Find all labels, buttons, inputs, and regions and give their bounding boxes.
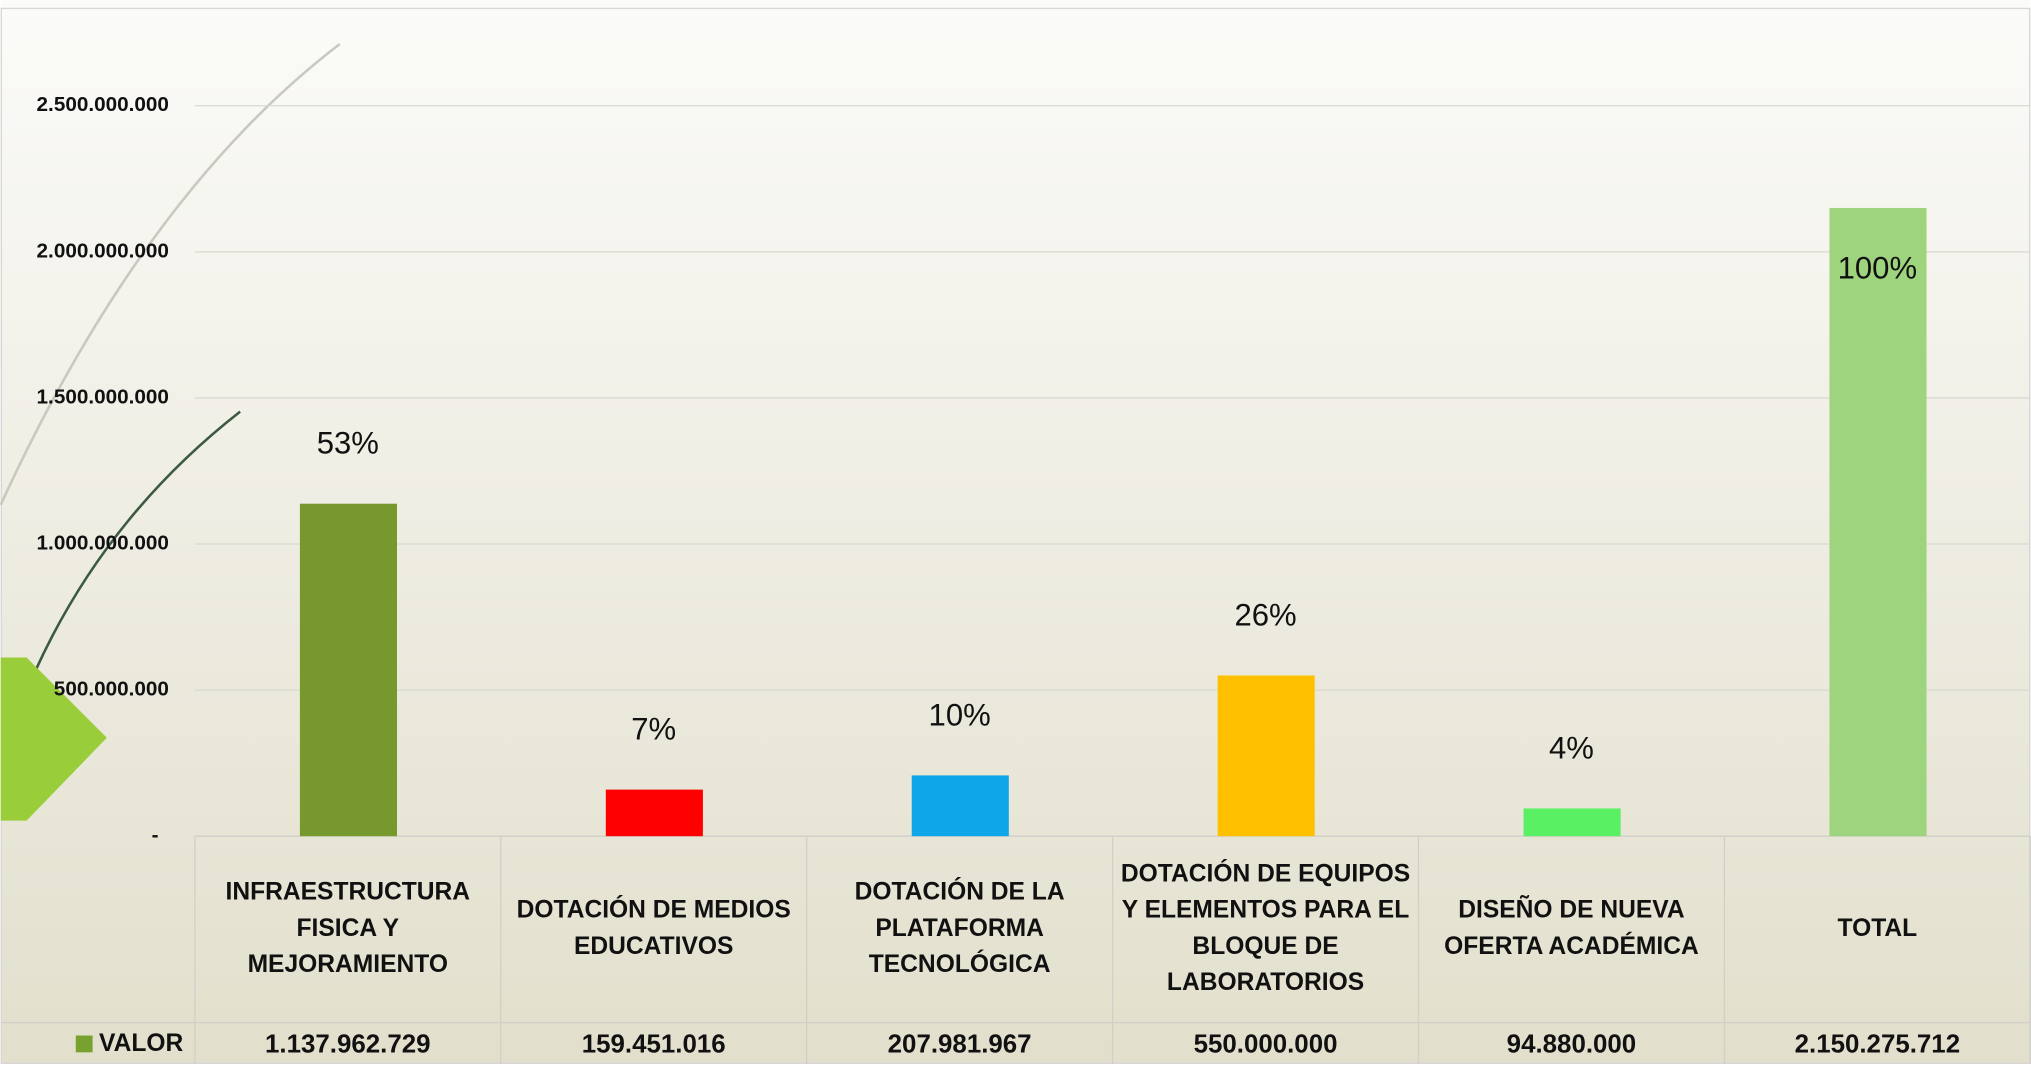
data-label: 26%	[1234, 597, 1296, 632]
legend-label: VALOR	[99, 1030, 183, 1057]
x-category-label-box: INFRAESTRUCTURA FISICA Y MEJORAMIENTO	[195, 836, 501, 1022]
bar	[1218, 675, 1315, 836]
y-tick-label: 2.000.000.000	[37, 239, 169, 262]
data-label: 10%	[929, 697, 991, 732]
table-value: 94.880.000	[1507, 1031, 1637, 1059]
data-label: 7%	[631, 712, 676, 747]
y-tick-label: 1.500.000.000	[37, 385, 169, 408]
x-category-label: DOTACIÓN DE LA PLATAFORMA TECNOLÓGICA	[807, 836, 1113, 1022]
table-value: 159.451.016	[582, 1031, 726, 1059]
bar	[1524, 808, 1621, 836]
x-category-label-box: DOTACIÓN DE EQUIPOS Y ELEMENTOS PARA EL …	[1113, 836, 1419, 1022]
bar	[300, 504, 397, 836]
data-label: 100%	[1838, 250, 1917, 285]
chart: - 500.000.000 1.000.000.000 1.500.000.000 2.…	[0, 0, 2031, 1064]
data-label: 53%	[317, 426, 379, 461]
data-label: 4%	[1549, 730, 1594, 765]
legend-swatch	[76, 1036, 93, 1053]
y-tick-label: -	[152, 824, 159, 847]
table-value: 1.137.962.729	[265, 1031, 430, 1059]
table-value: 2.150.275.712	[1795, 1031, 1960, 1059]
page: - 500.000.000 1.000.000.000 1.500.000.000 2.…	[0, 0, 2031, 1069]
x-category-label: DOTACIÓN DE MEDIOS EDUCATIVOS	[501, 836, 807, 1022]
bar	[1829, 208, 1926, 836]
x-category-label: TOTAL	[1724, 836, 2030, 1022]
x-category-label: INFRAESTRUCTURA FISICA Y MEJORAMIENTO	[195, 836, 501, 1022]
y-tick-label: 1.000.000.000	[37, 531, 169, 554]
x-category-label-box: TOTAL	[1724, 836, 2030, 1022]
y-tick-label: 2.500.000.000	[37, 93, 169, 116]
x-category-label-box: DOTACIÓN DE MEDIOS EDUCATIVOS	[501, 836, 807, 1022]
table-value: 550.000.000	[1194, 1031, 1338, 1059]
x-category-label-box: DOTACIÓN DE LA PLATAFORMA TECNOLÓGICA	[807, 836, 1113, 1022]
x-category-label: DISEÑO DE NUEVA OFERTA ACADÉMICA	[1418, 836, 1724, 1022]
table-value: 207.981.967	[888, 1031, 1032, 1059]
x-category-label-box: DISEÑO DE NUEVA OFERTA ACADÉMICA	[1418, 836, 1724, 1022]
x-category-label: DOTACIÓN DE EQUIPOS Y ELEMENTOS PARA EL …	[1113, 836, 1419, 1022]
bar	[912, 775, 1009, 836]
y-tick-label: 500.000.000	[54, 678, 169, 701]
bar	[606, 790, 703, 837]
